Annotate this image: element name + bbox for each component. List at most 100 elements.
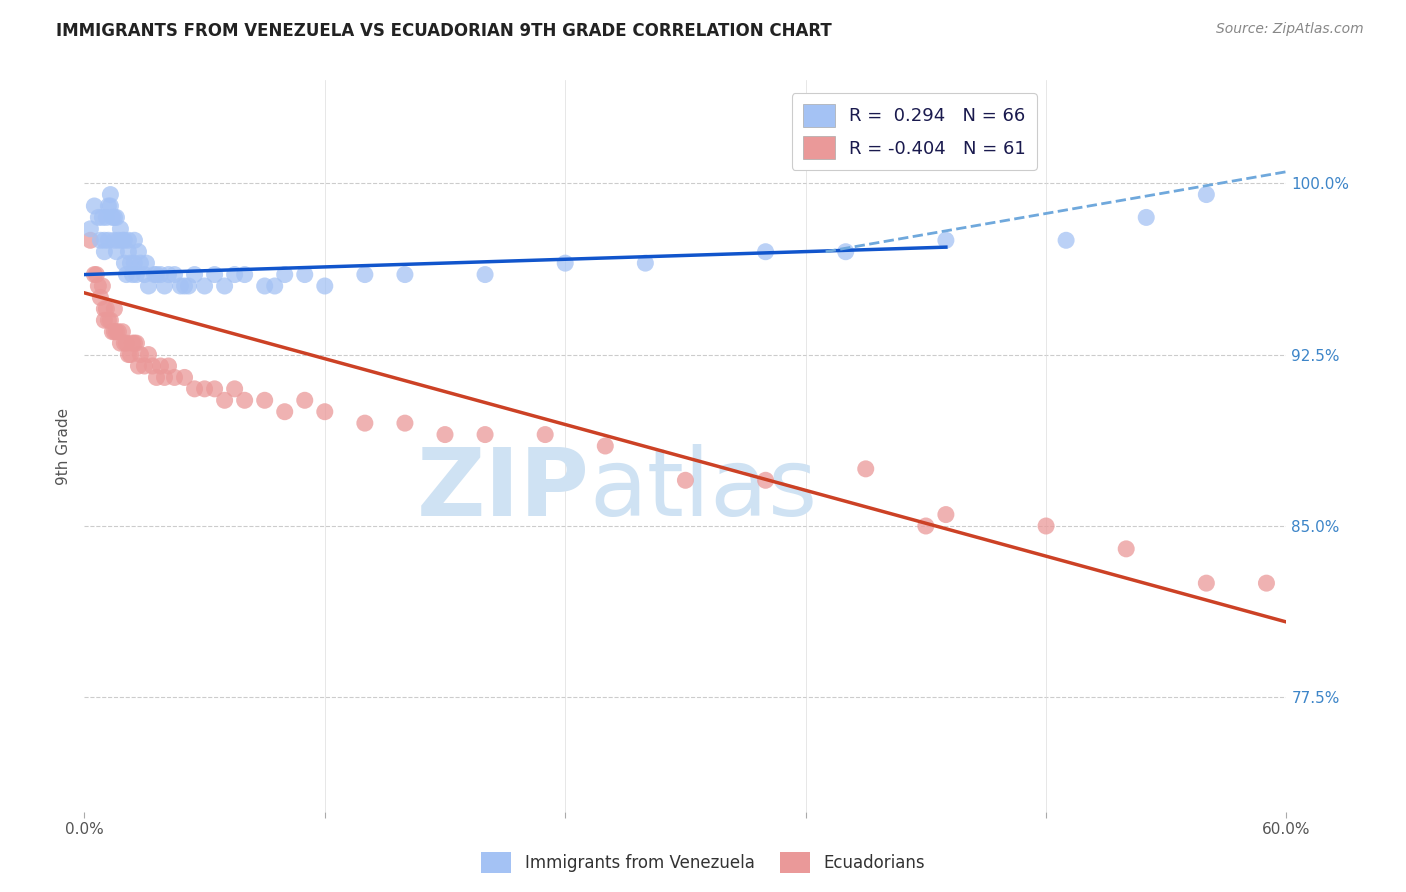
Point bbox=[169, 279, 191, 293]
Point bbox=[83, 199, 105, 213]
Point bbox=[153, 370, 176, 384]
Point bbox=[143, 268, 166, 282]
Point bbox=[554, 256, 576, 270]
Point bbox=[1135, 211, 1157, 225]
Point bbox=[474, 427, 496, 442]
Point bbox=[103, 325, 125, 339]
Point bbox=[194, 279, 217, 293]
Point bbox=[263, 279, 285, 293]
Point bbox=[394, 268, 416, 282]
Point bbox=[1256, 576, 1278, 591]
Point bbox=[755, 244, 778, 259]
Point bbox=[79, 233, 101, 247]
Point bbox=[87, 279, 110, 293]
Point bbox=[100, 313, 122, 327]
Point bbox=[117, 244, 139, 259]
Point bbox=[103, 301, 125, 316]
Point bbox=[204, 268, 226, 282]
Point bbox=[145, 268, 167, 282]
Text: Source: ZipAtlas.com: Source: ZipAtlas.com bbox=[1216, 22, 1364, 37]
Point bbox=[89, 233, 111, 247]
Point bbox=[100, 187, 122, 202]
Point bbox=[253, 393, 276, 408]
Point bbox=[101, 211, 124, 225]
Point bbox=[314, 279, 336, 293]
Point bbox=[86, 268, 108, 282]
Point bbox=[274, 405, 297, 419]
Point bbox=[138, 348, 160, 362]
Legend: R =  0.294   N = 66, R = -0.404   N = 61: R = 0.294 N = 66, R = -0.404 N = 61 bbox=[792, 93, 1038, 170]
Point bbox=[173, 279, 195, 293]
Point bbox=[173, 370, 195, 384]
Point bbox=[107, 233, 129, 247]
Point bbox=[1195, 187, 1218, 202]
Point bbox=[87, 211, 110, 225]
Point bbox=[83, 268, 105, 282]
Text: ZIP: ZIP bbox=[416, 444, 589, 536]
Point bbox=[121, 268, 143, 282]
Point bbox=[183, 268, 205, 282]
Point bbox=[294, 268, 316, 282]
Point bbox=[124, 336, 146, 351]
Point bbox=[214, 393, 236, 408]
Point bbox=[114, 256, 135, 270]
Point bbox=[835, 244, 858, 259]
Point bbox=[233, 268, 256, 282]
Point bbox=[163, 370, 186, 384]
Point bbox=[96, 301, 118, 316]
Point bbox=[214, 279, 236, 293]
Point bbox=[138, 279, 160, 293]
Point bbox=[474, 268, 496, 282]
Point bbox=[149, 268, 172, 282]
Point bbox=[93, 313, 115, 327]
Point bbox=[100, 199, 122, 213]
Point bbox=[124, 233, 146, 247]
Point bbox=[135, 256, 157, 270]
Point bbox=[394, 416, 416, 430]
Point bbox=[157, 359, 180, 373]
Point bbox=[125, 336, 148, 351]
Point bbox=[120, 348, 142, 362]
Point bbox=[233, 393, 256, 408]
Point bbox=[354, 416, 377, 430]
Point bbox=[149, 359, 172, 373]
Point bbox=[675, 473, 697, 487]
Point bbox=[96, 211, 118, 225]
Point bbox=[163, 268, 186, 282]
Point bbox=[224, 268, 246, 282]
Point bbox=[1115, 541, 1137, 556]
Point bbox=[915, 519, 938, 533]
Point bbox=[101, 325, 124, 339]
Point bbox=[114, 233, 135, 247]
Point bbox=[114, 336, 135, 351]
Point bbox=[125, 268, 148, 282]
Point bbox=[117, 348, 139, 362]
Point bbox=[105, 244, 128, 259]
Point bbox=[129, 348, 152, 362]
Point bbox=[127, 359, 149, 373]
Point bbox=[91, 279, 114, 293]
Point bbox=[111, 325, 134, 339]
Point bbox=[103, 211, 125, 225]
Point bbox=[141, 359, 163, 373]
Point bbox=[93, 244, 115, 259]
Point bbox=[120, 256, 142, 270]
Point bbox=[145, 370, 167, 384]
Point bbox=[253, 279, 276, 293]
Point bbox=[110, 222, 132, 236]
Point bbox=[294, 393, 316, 408]
Point bbox=[183, 382, 205, 396]
Point bbox=[1195, 576, 1218, 591]
Point bbox=[194, 382, 217, 396]
Point bbox=[274, 268, 297, 282]
Point bbox=[177, 279, 200, 293]
Point bbox=[117, 233, 139, 247]
Point bbox=[935, 508, 957, 522]
Point bbox=[105, 211, 128, 225]
Point bbox=[129, 256, 152, 270]
Point bbox=[134, 268, 156, 282]
Point bbox=[97, 199, 120, 213]
Point bbox=[124, 256, 146, 270]
Point bbox=[935, 233, 957, 247]
Point bbox=[111, 233, 134, 247]
